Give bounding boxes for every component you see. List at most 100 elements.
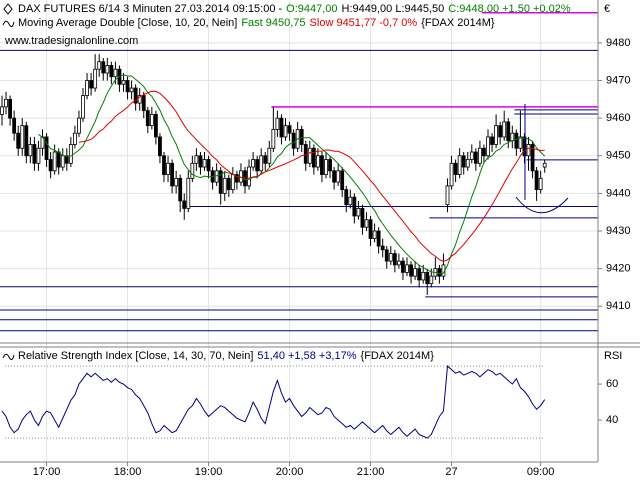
candle-body	[129, 87, 134, 93]
candle-body	[417, 268, 422, 281]
candle-body	[344, 189, 349, 206]
candle-body	[125, 80, 130, 93]
x-tick-label: 27	[445, 466, 457, 478]
candle-body	[64, 155, 69, 164]
candle-body	[158, 136, 162, 157]
legend-part: H:9449,00 L:9445,50	[342, 3, 445, 15]
unit-label: €	[604, 3, 610, 15]
y-tick-label: 40	[606, 414, 618, 426]
candle-body	[356, 208, 361, 217]
candle-body	[230, 174, 235, 191]
candle-body	[477, 147, 482, 164]
legend-part: {FDAX 2014M}	[421, 17, 495, 29]
candle-body	[141, 95, 146, 112]
legend-part: Relative Strength Index [Close, 14, 30, …	[18, 350, 253, 362]
candle-body	[469, 151, 474, 160]
legend-part: {FDAX 2014M}	[361, 350, 435, 362]
candle-body	[271, 129, 276, 149]
candle-body	[251, 159, 256, 168]
icon	[3, 3, 13, 15]
candle-body	[121, 80, 126, 85]
icon	[2, 353, 15, 361]
candle-body	[81, 95, 85, 119]
candle-body	[352, 196, 357, 217]
x-tick-label: 09:00	[527, 466, 555, 478]
arc-drawing	[515, 196, 569, 214]
candle-body	[534, 170, 539, 191]
candle-body	[56, 151, 61, 168]
indicator-legend: Moving Average Double [Close, 10, 20, Ne…	[18, 17, 495, 29]
y-tick-label: 60	[606, 378, 618, 390]
candle-body	[320, 155, 324, 175]
y-tick-label: 9480	[606, 37, 630, 49]
candle-body	[328, 159, 332, 172]
candle-body	[364, 219, 369, 228]
candle-body	[259, 155, 264, 172]
rsi-line	[1, 365, 546, 439]
x-tick-label: 19:00	[195, 466, 223, 478]
y-tick-label: 9470	[606, 74, 630, 86]
candle-body	[526, 144, 531, 157]
candle-body	[396, 260, 401, 266]
candle-body	[498, 125, 503, 138]
candle-body	[336, 170, 341, 183]
candle-body	[421, 271, 426, 281]
candle-body	[194, 155, 199, 164]
candle-body	[449, 162, 454, 187]
candle-body	[97, 61, 102, 70]
candle-body	[510, 132, 515, 142]
plot	[0, 12, 598, 439]
candle-body	[20, 125, 25, 149]
legend-part: 51,40 +1,58 +3,17%	[257, 350, 356, 362]
candle-body	[24, 125, 29, 157]
candle-body	[247, 166, 251, 187]
y-tick-label: 9460	[606, 112, 630, 124]
candle-body	[490, 136, 494, 145]
candle-body	[174, 177, 179, 187]
candle-body	[514, 132, 519, 149]
candle-body	[234, 174, 239, 183]
x-tick-label: 17:00	[33, 466, 61, 478]
legend-part: C:9448,00 +1,50 +0,02%	[448, 3, 571, 15]
candle-body	[93, 68, 98, 89]
candle-body	[145, 110, 150, 127]
candle-body	[522, 136, 527, 157]
candle-body	[429, 275, 434, 285]
candle-body	[461, 155, 466, 168]
candle-body	[368, 219, 373, 239]
candle-body	[542, 162, 547, 168]
legend-part: Fast 9450,75	[241, 17, 305, 29]
candle-body	[8, 98, 13, 119]
candle-body	[506, 121, 511, 142]
candle-body	[16, 132, 21, 149]
legend-part: DAX FUTURES 6/14 3 Minuten 27.03.2014 09…	[18, 3, 282, 15]
candle-body	[105, 65, 110, 74]
icon	[2, 20, 15, 28]
candle-body	[518, 136, 523, 149]
y-tick-label: 9420	[606, 263, 630, 275]
candle-body	[52, 151, 57, 172]
candle-body	[502, 121, 507, 138]
candle-body	[425, 271, 430, 285]
legend-part: Slow 9451,77 -0,7 0%	[310, 17, 418, 29]
candle-body	[413, 268, 418, 277]
candle-body	[348, 196, 353, 206]
candle-body	[315, 155, 320, 168]
candle-body	[340, 170, 345, 191]
candle-body	[538, 177, 543, 191]
legend-part: Moving Average Double [Close, 10, 20, Ne…	[18, 17, 237, 29]
candle-body	[178, 177, 183, 202]
candle-body	[494, 125, 499, 145]
x-tick-label: 21:00	[357, 466, 385, 478]
candle-body	[291, 132, 296, 149]
candle-body	[376, 230, 381, 247]
candle-body	[307, 147, 312, 164]
candle-body	[287, 125, 292, 134]
candle-body	[109, 65, 114, 78]
rsi-axis-label: RSI	[604, 350, 622, 362]
candle-body	[137, 95, 142, 104]
candle-body	[409, 264, 413, 277]
candle-body	[239, 170, 243, 183]
candle-body	[279, 117, 284, 138]
